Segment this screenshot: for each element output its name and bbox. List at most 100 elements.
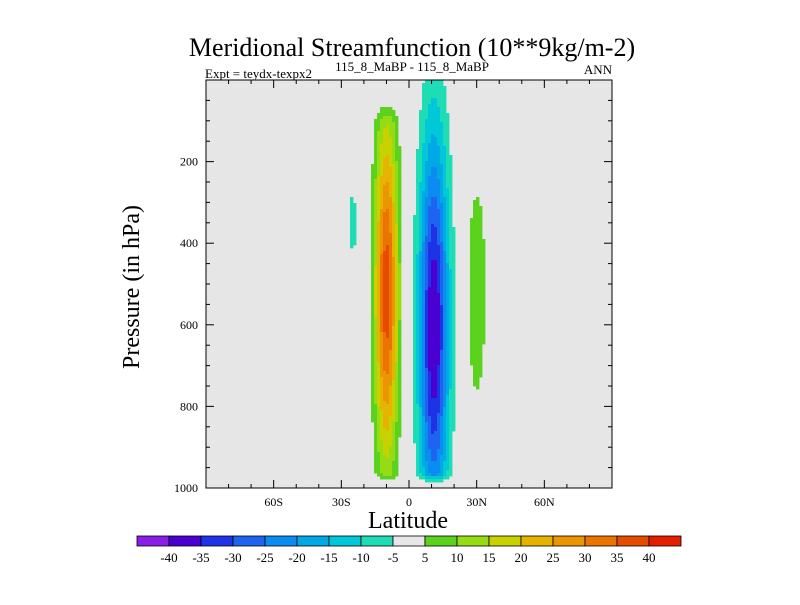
contour-cell (437, 416, 441, 420)
contour-cell (419, 128, 423, 132)
contour-cell (443, 110, 447, 114)
contour-cell (416, 446, 420, 450)
contour-cell (392, 245, 396, 249)
contour-cell (392, 353, 396, 357)
contour-cell (383, 197, 387, 201)
contour-cell (395, 272, 399, 276)
contour-cell (425, 248, 429, 252)
contour-cell (377, 245, 381, 249)
contour-cell (395, 335, 399, 339)
contour-cell (425, 383, 429, 387)
contour-cell (371, 170, 375, 174)
contour-cell (386, 368, 390, 372)
contour-cell (434, 80, 438, 84)
contour-cell (377, 116, 381, 120)
contour-cell (479, 350, 483, 354)
contour-cell (413, 299, 417, 303)
contour-cell (395, 263, 399, 267)
contour-cell (398, 233, 402, 237)
contour-cell (425, 230, 429, 234)
contour-cell (374, 152, 378, 156)
contour-cell (425, 188, 429, 192)
contour-cell (422, 464, 426, 468)
contour-cell (449, 440, 453, 444)
contour-cell (443, 317, 447, 321)
contour-cell (431, 200, 435, 204)
contour-cell (434, 434, 438, 438)
contour-cell (470, 236, 474, 240)
contour-cell (446, 461, 450, 465)
contour-cell (380, 356, 384, 360)
contour-cell (446, 326, 450, 330)
contour-cell (431, 335, 435, 339)
contour-cell (437, 110, 441, 114)
contour-cell (389, 284, 393, 288)
contour-cell (416, 173, 420, 177)
contour-cell (437, 353, 441, 357)
contour-cell (446, 134, 450, 138)
contour-cell (395, 122, 399, 126)
contour-cell (380, 281, 384, 285)
contour-cell (398, 224, 402, 228)
contour-cell (395, 140, 399, 144)
contour-cell (395, 437, 399, 441)
contour-cell (431, 323, 435, 327)
contour-cell (440, 191, 444, 195)
contour-cell (383, 383, 387, 387)
contour-cell (446, 230, 450, 234)
contour-cell (437, 413, 441, 417)
contour-cell (377, 413, 381, 417)
contour-cell (482, 290, 486, 294)
contour-cell (479, 326, 483, 330)
contour-cell (446, 398, 450, 402)
contour-cell (392, 455, 396, 459)
contour-cell (431, 458, 435, 462)
contour-cell (386, 416, 390, 420)
contour-cell (416, 194, 420, 198)
contour-cell (383, 164, 387, 168)
contour-cell (428, 317, 432, 321)
contour-cell (380, 221, 384, 225)
contour-cell (371, 302, 375, 306)
contour-cell (434, 332, 438, 336)
contour-cell (377, 404, 381, 408)
contour-cell (440, 458, 444, 462)
contour-cell (443, 296, 447, 300)
contour-cell (374, 224, 378, 228)
contour-cell (422, 128, 426, 132)
contour-cell (431, 281, 435, 285)
contour-cell (389, 395, 393, 399)
contour-cell (386, 206, 390, 210)
contour-cell (443, 458, 447, 462)
contour-cell (431, 410, 435, 414)
contour-cell (371, 296, 375, 300)
contour-cell (443, 473, 447, 477)
contour-cell (377, 386, 381, 390)
contour-cell (413, 437, 417, 441)
contour-cell (443, 443, 447, 447)
contour-cell (419, 455, 423, 459)
contour-cell (392, 212, 396, 216)
contour-cell (443, 422, 447, 426)
contour-cell (413, 398, 417, 402)
contour-cell (422, 419, 426, 423)
contour-cell (416, 425, 420, 429)
contour-cell (374, 239, 378, 243)
contour-cell (413, 389, 417, 393)
contour-cell (377, 389, 381, 393)
contour-cell (470, 347, 474, 351)
contour-cell (431, 227, 435, 231)
contour-cell (428, 371, 432, 375)
contour-cell (383, 320, 387, 324)
contour-cell (428, 374, 432, 378)
contour-cell (431, 131, 435, 135)
contour-cell (440, 422, 444, 426)
contour-cell (434, 173, 438, 177)
contour-cell (389, 443, 393, 447)
contour-cell (434, 176, 438, 180)
contour-cell (428, 473, 432, 477)
contour-cell (374, 197, 378, 201)
contour-cell (422, 167, 426, 171)
contour-cell (431, 437, 435, 441)
contour-cell (425, 314, 429, 318)
